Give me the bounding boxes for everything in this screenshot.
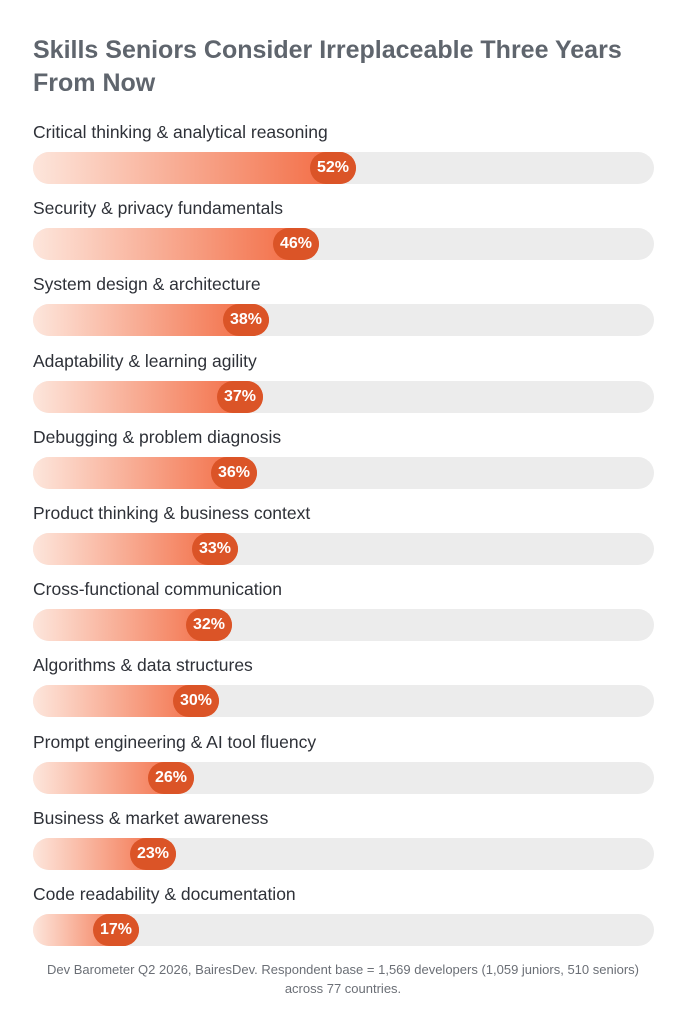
category-label: Algorithms & data structures <box>33 655 253 676</box>
bar-track: 37% <box>33 380 654 413</box>
category-label: Debugging & problem diagnosis <box>33 426 282 447</box>
bar-track: 26% <box>33 761 654 794</box>
value-label: 23% <box>130 837 176 870</box>
category-label: Adaptability & learning agility <box>33 350 257 371</box>
source-footnote: Dev Barometer Q2 2026, BairesDev. Respon… <box>47 962 639 996</box>
value-label: 36% <box>211 456 257 489</box>
category-label: Security & privacy fundamentals <box>33 198 283 219</box>
chart-title: Skills Seniors Consider Irreplaceable Th… <box>33 36 622 97</box>
bar-track: 33% <box>33 533 654 565</box>
bar <box>33 152 356 184</box>
value-label: 37% <box>217 380 263 413</box>
value-label: 46% <box>273 228 319 261</box>
category-label: Cross-functional communication <box>33 579 282 600</box>
value-label: 32% <box>186 609 232 642</box>
category-label: System design & architecture <box>33 274 261 295</box>
bar-track: 46% <box>33 228 654 261</box>
bar-track: 36% <box>33 456 654 489</box>
category-label: Critical thinking & analytical reasoning <box>33 122 328 142</box>
bar-track: 30% <box>33 685 654 718</box>
bar-track: 32% <box>33 609 654 642</box>
category-label: Product thinking & business context <box>33 503 311 523</box>
value-label: 26% <box>148 761 194 794</box>
category-label: Prompt engineering & AI tool fluency <box>33 731 317 752</box>
category-label: Code readability & documentation <box>33 884 296 904</box>
bar <box>33 228 319 261</box>
value-label: 33% <box>192 533 238 565</box>
bar-track: 52% <box>33 152 654 184</box>
value-label: 52% <box>310 152 356 184</box>
value-label: 17% <box>93 914 139 946</box>
value-label: 38% <box>223 304 269 337</box>
category-label: Business & market awareness <box>33 807 269 828</box>
bar-track: 38% <box>33 304 654 337</box>
bar-track: 17% <box>33 914 654 946</box>
value-label: 30% <box>173 685 219 718</box>
bar-track: 23% <box>33 837 654 870</box>
